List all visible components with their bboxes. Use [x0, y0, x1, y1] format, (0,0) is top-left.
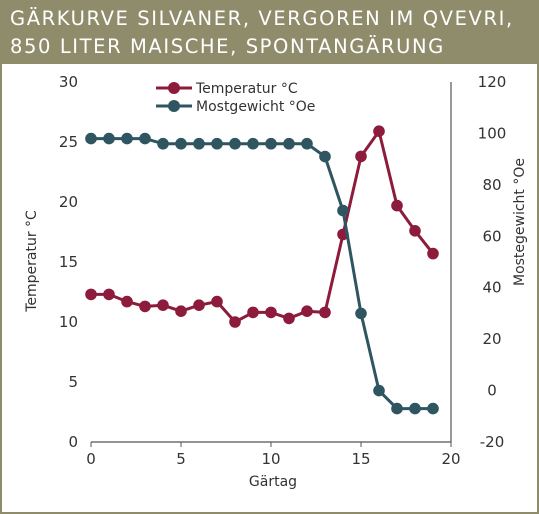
x-tick-label: 10 — [261, 450, 280, 468]
y-right-tick-label: 0 — [487, 382, 497, 400]
y-right-tick-label: 100 — [478, 124, 507, 142]
y-right-tick-label: 120 — [478, 73, 507, 91]
temperature-point — [391, 199, 403, 212]
temperature-point — [427, 247, 439, 260]
temperature-point — [265, 306, 277, 319]
mostgewicht-point — [301, 137, 313, 150]
temperature-point — [355, 150, 367, 163]
legend-temperature-label: Temperatur °C — [195, 81, 298, 97]
mostgewicht-line — [91, 137, 433, 411]
y-right-tick-label: -20 — [480, 433, 505, 451]
y-left-tick-label: 20 — [59, 193, 78, 211]
temperature-point — [409, 225, 421, 237]
title-band: GÄRKURVE SILVANER, VERGOREN IM QVEVRI, 8… — [2, 2, 537, 64]
left-axis-ticks: 0 5 10 15 20 25 30 — [59, 73, 78, 451]
mostgewicht-point — [391, 402, 403, 415]
temperature-point — [229, 316, 241, 328]
legend: Temperatur °C Mostgewicht °Oe — [156, 81, 315, 115]
series-mostgewicht — [85, 132, 439, 415]
y-left-tick-label: 15 — [59, 253, 78, 271]
chart-title-line-1: GÄRKURVE SILVANER, VERGOREN IM QVEVRI, — [10, 7, 514, 30]
temperature-point — [121, 295, 133, 308]
x-tick-label: 15 — [351, 450, 370, 468]
legend-mostgewicht-marker — [168, 100, 180, 112]
temperature-point — [283, 312, 295, 325]
mostgewicht-point — [265, 137, 277, 150]
y-left-tick-label: 0 — [68, 433, 78, 451]
mostgewicht-point — [121, 132, 133, 145]
temperature-point — [319, 306, 331, 319]
y-left-tick-label: 10 — [59, 313, 78, 331]
temperature-point — [301, 305, 313, 318]
temperature-point — [373, 125, 385, 137]
mostgewicht-point — [175, 137, 187, 150]
series-temperature — [85, 125, 439, 328]
mostgewicht-point — [193, 137, 205, 150]
y-right-tick-label: 60 — [482, 227, 501, 245]
mostgewicht-point — [337, 204, 349, 217]
temperature-line — [91, 129, 435, 324]
y-left-tick-label: 25 — [59, 133, 78, 151]
temperature-point — [139, 300, 151, 313]
temperature-point — [85, 288, 97, 301]
mostgewicht-point — [319, 150, 331, 163]
mostgewicht-point — [157, 137, 169, 150]
y-left-tick-label: 30 — [59, 73, 78, 91]
x-tick-label: 5 — [176, 450, 186, 468]
mostgewicht-point — [355, 307, 367, 320]
temperature-point — [211, 295, 223, 308]
x-axis-label: Gärtag — [249, 474, 297, 490]
y-axis-right-label: Mostegewicht °Oe — [512, 158, 528, 286]
mostgewicht-point — [283, 137, 295, 150]
right-axis-ticks: -20 0 20 40 60 80 100 120 — [478, 73, 507, 451]
mostgewicht-point — [103, 132, 115, 145]
mostgewicht-point — [229, 137, 241, 150]
x-tick-label: 0 — [86, 450, 96, 468]
mostgewicht-point — [427, 402, 439, 415]
mostgewicht-point — [139, 132, 151, 145]
temperature-point — [193, 299, 205, 312]
temperature-point — [175, 305, 187, 318]
y-right-tick-label: 20 — [482, 330, 501, 348]
temperature-point — [247, 306, 259, 319]
x-tick-label: 20 — [441, 450, 460, 468]
legend-temperature-marker — [168, 82, 180, 94]
mostgewicht-point — [85, 132, 97, 145]
y-axis-left-label: Temperatur °C — [24, 210, 40, 313]
legend-mostgewicht-label: Mostgewicht °Oe — [196, 99, 315, 115]
mostgewicht-point — [373, 384, 385, 397]
mostgewicht-point — [211, 137, 223, 150]
y-right-tick-label: 80 — [482, 176, 501, 194]
mostgewicht-point — [409, 402, 421, 415]
mostgewicht-point — [247, 137, 259, 150]
x-axis-ticks: 0 5 10 15 20 — [86, 442, 461, 468]
y-left-tick-label: 5 — [68, 373, 78, 391]
y-right-tick-label: 40 — [482, 279, 501, 297]
chart-title-line-2: 850 LITER MAISCHE, SPONTANGÄRUNG — [10, 35, 445, 58]
temperature-point — [103, 288, 115, 301]
temperature-point — [157, 299, 169, 312]
